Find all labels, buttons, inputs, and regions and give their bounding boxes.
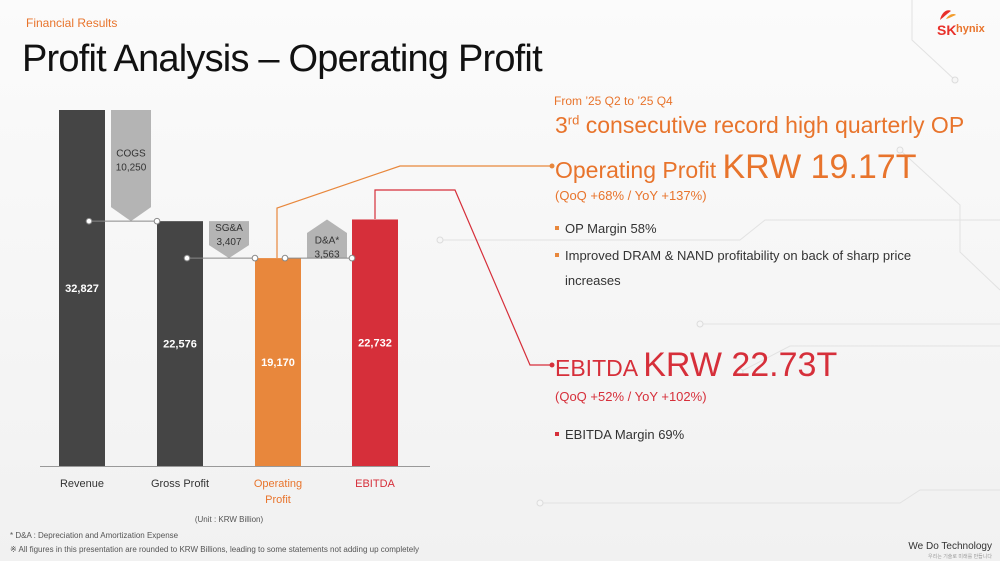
step-connector-dot xyxy=(251,254,259,262)
bar-value-label: 32,827 xyxy=(65,283,99,295)
step-name-label: SG&A xyxy=(215,223,243,234)
ebitda-bullet-text: EBITDA Margin 69% xyxy=(565,427,685,442)
waterfall-chart: 32,827 Revenue 22,576 Gross Profit 19,170 Ope… xyxy=(40,110,430,524)
bar-value-label: 22,576 xyxy=(163,339,197,351)
step-connector-dot xyxy=(281,254,289,262)
logo-sk: SK xyxy=(937,22,957,38)
tagline-text: We Do Technology xyxy=(908,541,992,552)
headline-text: consecutive record high quarterly OP xyxy=(579,112,965,138)
x-tick-label: Revenue xyxy=(60,478,104,490)
step-value-label: 3,563 xyxy=(314,250,339,261)
sk-hynix-logo: SK hynix xyxy=(930,8,994,42)
footnote-rounding: ※ All figures in this presentation are r… xyxy=(10,545,420,554)
period-label: From ’25 Q2 to ’25 Q4 xyxy=(554,94,673,108)
ebitda-change: (QoQ +52% / YoY +102%) xyxy=(555,389,707,404)
step-connector-dot xyxy=(183,254,191,262)
ebitda-heading-label: EBITDA xyxy=(555,355,644,381)
bullet-marker xyxy=(555,253,559,257)
op-heading-label: Operating Profit xyxy=(555,157,723,183)
logo-hynix: hynix xyxy=(956,23,985,35)
bar-2 xyxy=(255,258,301,466)
bar-1 xyxy=(157,221,203,466)
ebitda-heading-value: KRW 22.73T xyxy=(643,346,838,384)
step-1 xyxy=(209,221,249,259)
ebitda-heading: EBITDA KRW 22.73T xyxy=(555,346,837,385)
unit-label: (Unit : KRW Billion) xyxy=(195,515,264,524)
step-connector-dot xyxy=(85,217,93,225)
bullet-marker xyxy=(555,432,559,436)
op-bullet: Improved DRAM & NAND profitability on ba… xyxy=(555,243,975,293)
bar-value-label: 22,732 xyxy=(358,338,392,350)
op-heading: Operating Profit KRW 19.17T xyxy=(555,148,916,187)
headline: 3rd consecutive record high quarterly OP xyxy=(555,112,964,139)
op-change: (QoQ +68% / YoY +137%) xyxy=(555,188,707,203)
step-0 xyxy=(111,110,151,222)
tagline-subtext: 우리는 기술로 미래를 만듭니다 xyxy=(928,554,992,560)
op-bullet-text: OP Margin 58% xyxy=(565,221,657,236)
x-tick-label: Operating xyxy=(254,478,302,490)
footnote-da: * D&A : Depreciation and Amortization Ex… xyxy=(10,531,179,540)
step-connector-dot xyxy=(348,254,356,262)
ebitda-bullet: EBITDA Margin 69% xyxy=(555,422,855,447)
tagline: We Do Technology 우리는 기술로 미래를 만듭니다 xyxy=(908,541,992,560)
bar-value-label: 19,170 xyxy=(261,357,295,369)
step-name-label: COGS xyxy=(116,149,146,160)
x-tick-label: EBITDA xyxy=(355,478,395,490)
x-tick-label: Profit xyxy=(265,494,291,506)
headline-ordinal: rd xyxy=(567,112,580,128)
bullet-marker xyxy=(555,226,559,230)
page-title: Profit Analysis – Operating Profit xyxy=(22,38,543,80)
step-connector-dot xyxy=(153,217,161,225)
op-heading-value: KRW 19.17T xyxy=(722,148,917,186)
bar-0 xyxy=(59,110,105,466)
headline-number: 3 xyxy=(555,112,568,138)
x-tick-label: Gross Profit xyxy=(151,478,209,490)
op-bullet: OP Margin 58% xyxy=(555,216,975,241)
step-value-label: 10,250 xyxy=(116,163,147,174)
op-bullet-text: Improved DRAM & NAND profitability on ba… xyxy=(565,248,912,288)
step-value-label: 3,407 xyxy=(216,237,241,248)
section-label: Financial Results xyxy=(26,16,118,30)
butterfly-logo-icon xyxy=(940,10,956,20)
step-name-label: D&A* xyxy=(315,236,340,247)
